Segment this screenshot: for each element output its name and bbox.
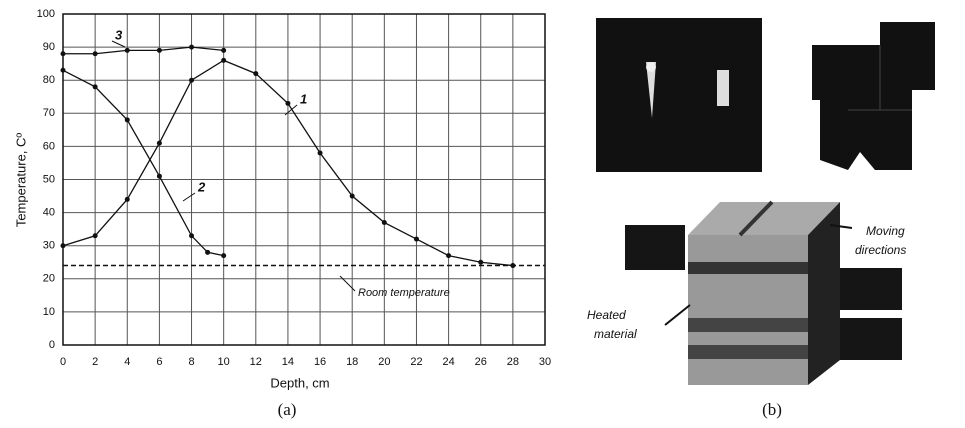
point <box>156 140 162 146</box>
annotation: material <box>594 327 637 341</box>
leader <box>111 40 126 48</box>
caption: (b) <box>762 400 782 419</box>
point <box>317 150 323 156</box>
point <box>253 71 259 77</box>
illustration <box>596 18 935 385</box>
caption: (a) <box>278 400 297 419</box>
point <box>381 220 387 226</box>
point <box>189 44 195 50</box>
annotation: Moving <box>866 224 905 238</box>
y-tick-label: 80 <box>43 74 55 86</box>
point <box>221 57 227 63</box>
point <box>205 249 211 255</box>
point <box>92 84 98 90</box>
x-tick-label: 26 <box>475 356 487 368</box>
leader <box>182 192 196 202</box>
y-tick-label: 40 <box>43 207 55 219</box>
point <box>156 47 162 53</box>
x-tick-label: 18 <box>346 356 358 368</box>
y-tick-label: 0 <box>49 339 55 351</box>
point <box>189 233 195 239</box>
x-tick-label: 6 <box>156 356 162 368</box>
point <box>221 47 227 53</box>
x-tick-label: 30 <box>539 356 551 368</box>
point <box>124 196 130 202</box>
point <box>349 193 355 199</box>
x-tick-label: 20 <box>378 356 390 368</box>
series-label: 2 <box>197 179 206 194</box>
point <box>413 236 419 242</box>
point <box>60 67 66 73</box>
x-tick-label: 2 <box>92 356 98 368</box>
series-line <box>63 46 224 55</box>
point <box>124 47 130 53</box>
series-label: 1 <box>300 91 307 106</box>
y-tick-label: 70 <box>43 107 55 119</box>
x-tick-label: 24 <box>442 356 454 368</box>
y-tick-label: 50 <box>43 173 55 185</box>
series-label: 3 <box>115 27 123 42</box>
point <box>510 263 516 269</box>
point <box>156 173 162 179</box>
leader <box>339 275 356 292</box>
x-tick-label: 14 <box>282 356 294 368</box>
series-line <box>62 69 224 257</box>
point <box>60 51 66 57</box>
point <box>92 51 98 57</box>
annotation: directions <box>855 243 906 257</box>
x-tick-label: 10 <box>218 356 230 368</box>
y-tick-label: 10 <box>43 306 55 318</box>
y-tick-label: 60 <box>43 140 55 152</box>
annotation: Room temperature <box>358 287 450 299</box>
y-axis-label: Temperature, Cº <box>13 133 28 228</box>
x-tick-label: 28 <box>507 356 519 368</box>
point <box>221 253 227 259</box>
leader <box>284 104 298 116</box>
point <box>478 259 484 265</box>
annotation: Heated <box>587 308 626 322</box>
y-tick-label: 20 <box>43 273 55 285</box>
point <box>189 77 195 83</box>
x-tick-label: 4 <box>124 356 130 368</box>
point <box>446 253 452 259</box>
point <box>124 117 130 123</box>
x-tick-label: 8 <box>188 356 194 368</box>
point <box>285 100 291 106</box>
y-tick-label: 100 <box>37 8 55 20</box>
point <box>92 233 98 239</box>
x-axis-label: Depth, cm <box>270 375 329 390</box>
y-tick-label: 90 <box>43 41 55 53</box>
x-tick-label: 16 <box>314 356 326 368</box>
x-tick-label: 22 <box>410 356 422 368</box>
y-tick-label: 30 <box>43 240 55 252</box>
x-tick-label: 0 <box>60 356 66 368</box>
plot-frame <box>62 13 546 346</box>
point <box>60 243 66 249</box>
x-tick-label: 12 <box>250 356 262 368</box>
